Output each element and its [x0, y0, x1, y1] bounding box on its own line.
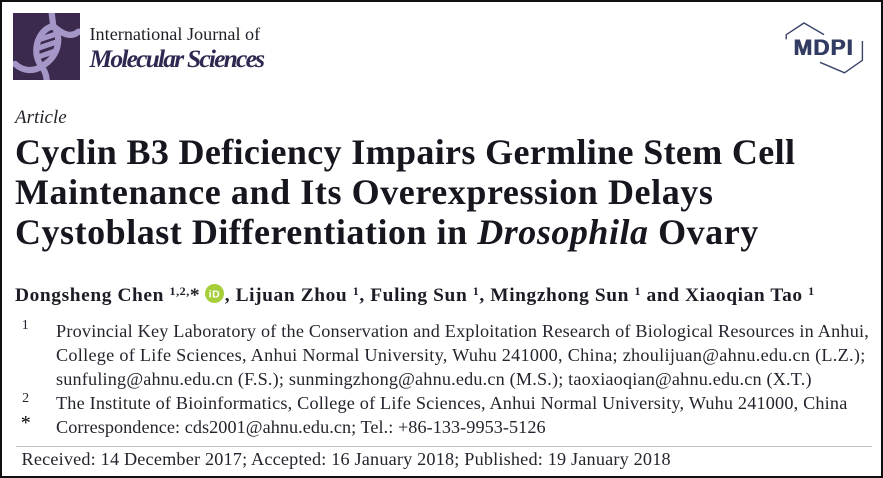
svg-text:iD: iD: [208, 289, 220, 301]
